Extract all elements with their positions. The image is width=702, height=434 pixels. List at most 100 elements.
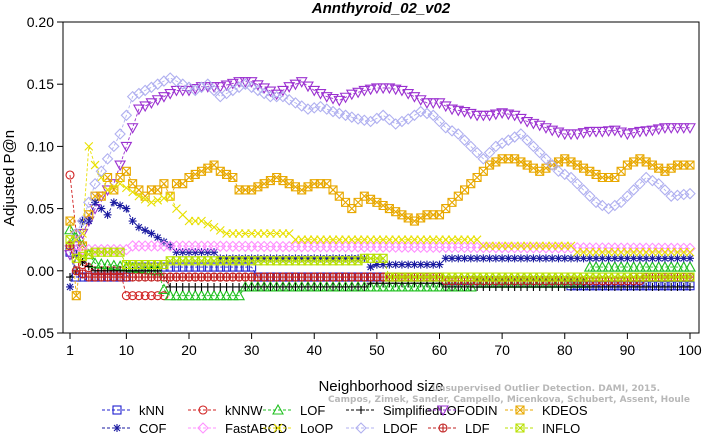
data-point-lof [583,260,596,272]
data-point-loop [128,187,138,197]
series-cof [66,198,694,291]
data-point-ldof [145,81,158,94]
data-point-cof [172,248,181,257]
legend-label-simplifiedlof: SimplifiedLOF [383,403,465,418]
data-point-cof [228,254,237,263]
data-point-loop [291,235,300,245]
data-point-loop [572,247,582,257]
data-point-odin [621,129,634,141]
data-point-knnw [134,291,144,301]
data-point-ldof [302,103,314,115]
data-point-cof [335,254,344,263]
data-point-cof [91,198,100,207]
data-point-odin [377,83,390,95]
data-point-odin [427,98,440,109]
x-tick-label: 30 [244,342,260,358]
data-point-cof [329,254,338,263]
data-point-cof [679,254,688,263]
data-point-ldof [515,128,527,140]
legend-label-cof: COF [139,421,167,434]
data-point-odin [339,92,352,104]
data-point-loop [215,225,225,235]
data-point-ldof [615,196,627,209]
data-point-cof [635,254,644,263]
data-point-knn [178,262,188,272]
legend-label-ldof: LDOF [383,421,418,434]
data-point-ldof [565,171,577,184]
data-point-cof [573,254,582,263]
data-point-cof [510,254,519,263]
data-point-cof [479,254,488,263]
data-point-loop [115,179,125,189]
data-point-loop [516,241,526,251]
data-point-odin [176,85,189,97]
data-point-odin [132,104,145,116]
data-point-cof [548,254,557,263]
data-point-cof [84,217,93,226]
data-point-ldof [389,118,402,130]
data-point-loop [547,241,557,251]
data-point-ldof [295,100,308,112]
data-point-lof [370,280,383,292]
legend-item-loop: LoOP [263,421,333,434]
data-point-loop [341,235,350,245]
data-point-lof [189,289,202,301]
data-point-lof [195,289,208,301]
legend-item-cof: COF [102,421,167,434]
data-point-cof [404,260,413,269]
data-point-loop [541,241,551,251]
data-point-ldof [202,78,214,90]
data-point-loop [90,160,100,170]
data-point-cof [617,254,626,263]
data-point-cof [567,254,576,263]
data-point-kdeos [159,179,169,189]
data-point-loop [622,247,632,257]
legend-item-odin: ODIN [428,403,498,418]
data-point-cof [554,254,563,263]
data-point-odin [596,126,609,138]
data-point-ldof [320,103,333,115]
data-point-cof [297,254,306,263]
data-point-cof [673,254,682,263]
data-point-odin [489,109,502,121]
data-point-loop [109,182,119,192]
plot-area [64,72,696,301]
data-point-cof [397,260,406,269]
data-point-loop [579,247,588,257]
data-point-knn [234,262,244,272]
data-point-ldof [283,93,295,106]
legend-marker-fastabod [197,422,209,434]
data-point-cof [667,254,676,263]
data-point-cof [97,204,106,213]
data-point-knnw [153,291,163,301]
data-point-cof [66,282,74,291]
data-point-ldof [552,165,565,178]
data-point-knn [222,262,232,272]
legend-item-simplifiedlof: SimplifiedLOF [346,403,465,418]
data-point-loop [660,247,670,257]
data-point-cof [253,254,262,263]
series-line-ldof [69,77,691,247]
data-point-cof [341,254,350,263]
data-point-lof [170,289,183,301]
x-axis-title: Neighborhood size [318,378,443,395]
data-point-loop [679,247,689,257]
data-point-lof [615,260,628,272]
data-point-loop [228,229,238,238]
data-point-cof [529,254,538,263]
data-point-lof [377,280,390,292]
data-point-odin [226,78,239,90]
data-point-lof [201,289,214,301]
data-point-loop [334,235,344,245]
data-point-simplifiedlof [686,282,694,291]
data-point-kdeos [71,291,81,301]
data-point-cof [435,260,444,269]
watermark-line-1: Unsupervised Outlier Detection. DAMI, 20… [432,384,660,394]
data-point-cof [604,254,613,263]
x-tick-label: 100 [678,342,702,358]
data-point-loop [234,229,244,238]
data-point-cof [441,254,450,263]
data-point-ldof [258,87,270,100]
legend-marker-knn [112,405,122,415]
data-point-ldof [677,188,690,201]
